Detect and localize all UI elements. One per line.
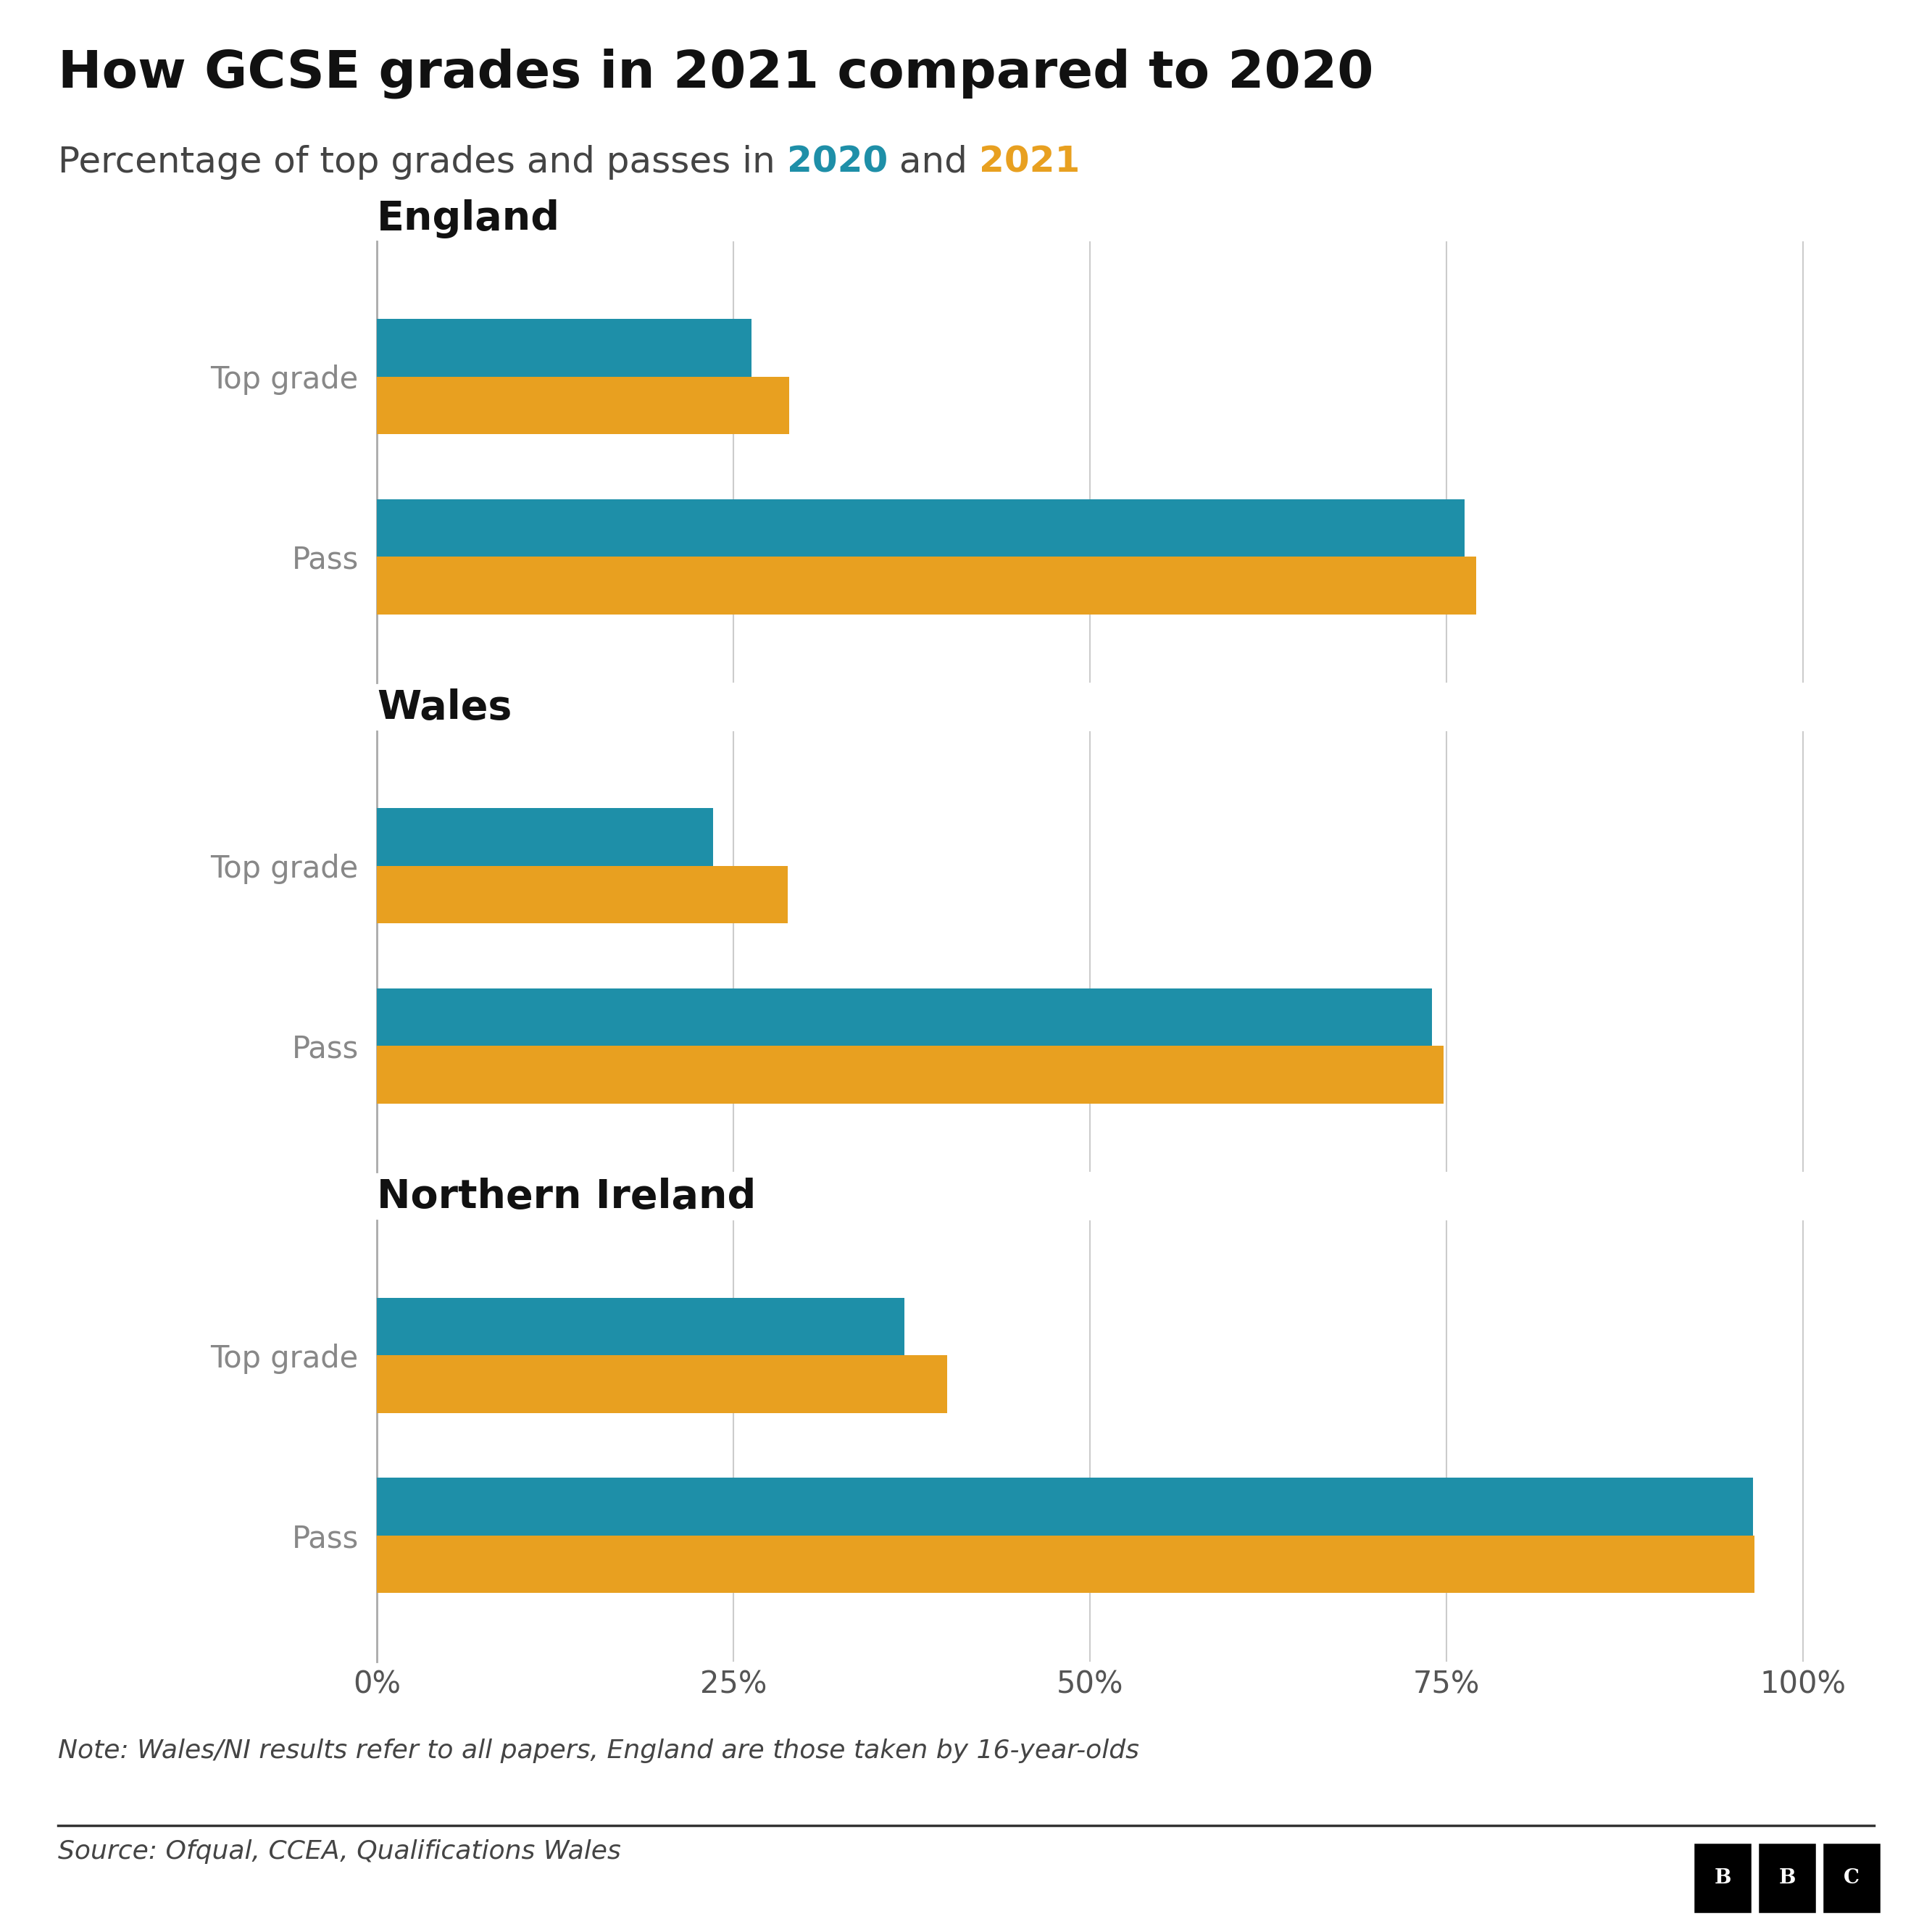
Text: Percentage of top grades and passes in: Percentage of top grades and passes in xyxy=(58,145,786,180)
Bar xyxy=(377,808,713,866)
Text: Northern Ireland: Northern Ireland xyxy=(377,1179,755,1217)
Text: Source: Ofqual, CCEA, Qualifications Wales: Source: Ofqual, CCEA, Qualifications Wal… xyxy=(58,1839,620,1864)
Text: 2021: 2021 xyxy=(980,145,1080,180)
Text: How GCSE grades in 2021 compared to 2020: How GCSE grades in 2021 compared to 2020 xyxy=(58,48,1374,99)
Bar xyxy=(377,989,1432,1045)
FancyBboxPatch shape xyxy=(1822,1843,1882,1913)
Text: and: and xyxy=(887,145,980,180)
Bar xyxy=(377,1536,1754,1594)
Bar xyxy=(377,498,1464,556)
Text: B: B xyxy=(1779,1868,1795,1888)
Text: Note: Wales/NI results refer to all papers, England are those taken by 16-year-o: Note: Wales/NI results refer to all pape… xyxy=(58,1739,1140,1764)
Text: B: B xyxy=(1714,1868,1731,1888)
FancyBboxPatch shape xyxy=(1692,1843,1752,1913)
Bar xyxy=(377,1298,904,1356)
Bar xyxy=(377,1478,1752,1536)
Bar xyxy=(377,866,788,923)
Text: C: C xyxy=(1843,1868,1859,1888)
Text: England: England xyxy=(377,199,560,238)
Bar xyxy=(377,556,1476,614)
FancyBboxPatch shape xyxy=(1758,1843,1816,1913)
Bar xyxy=(377,319,752,377)
Bar xyxy=(377,1045,1443,1103)
Text: 2020: 2020 xyxy=(786,145,887,180)
Text: Wales: Wales xyxy=(377,688,512,728)
Bar xyxy=(377,1356,947,1412)
Bar xyxy=(377,377,788,435)
